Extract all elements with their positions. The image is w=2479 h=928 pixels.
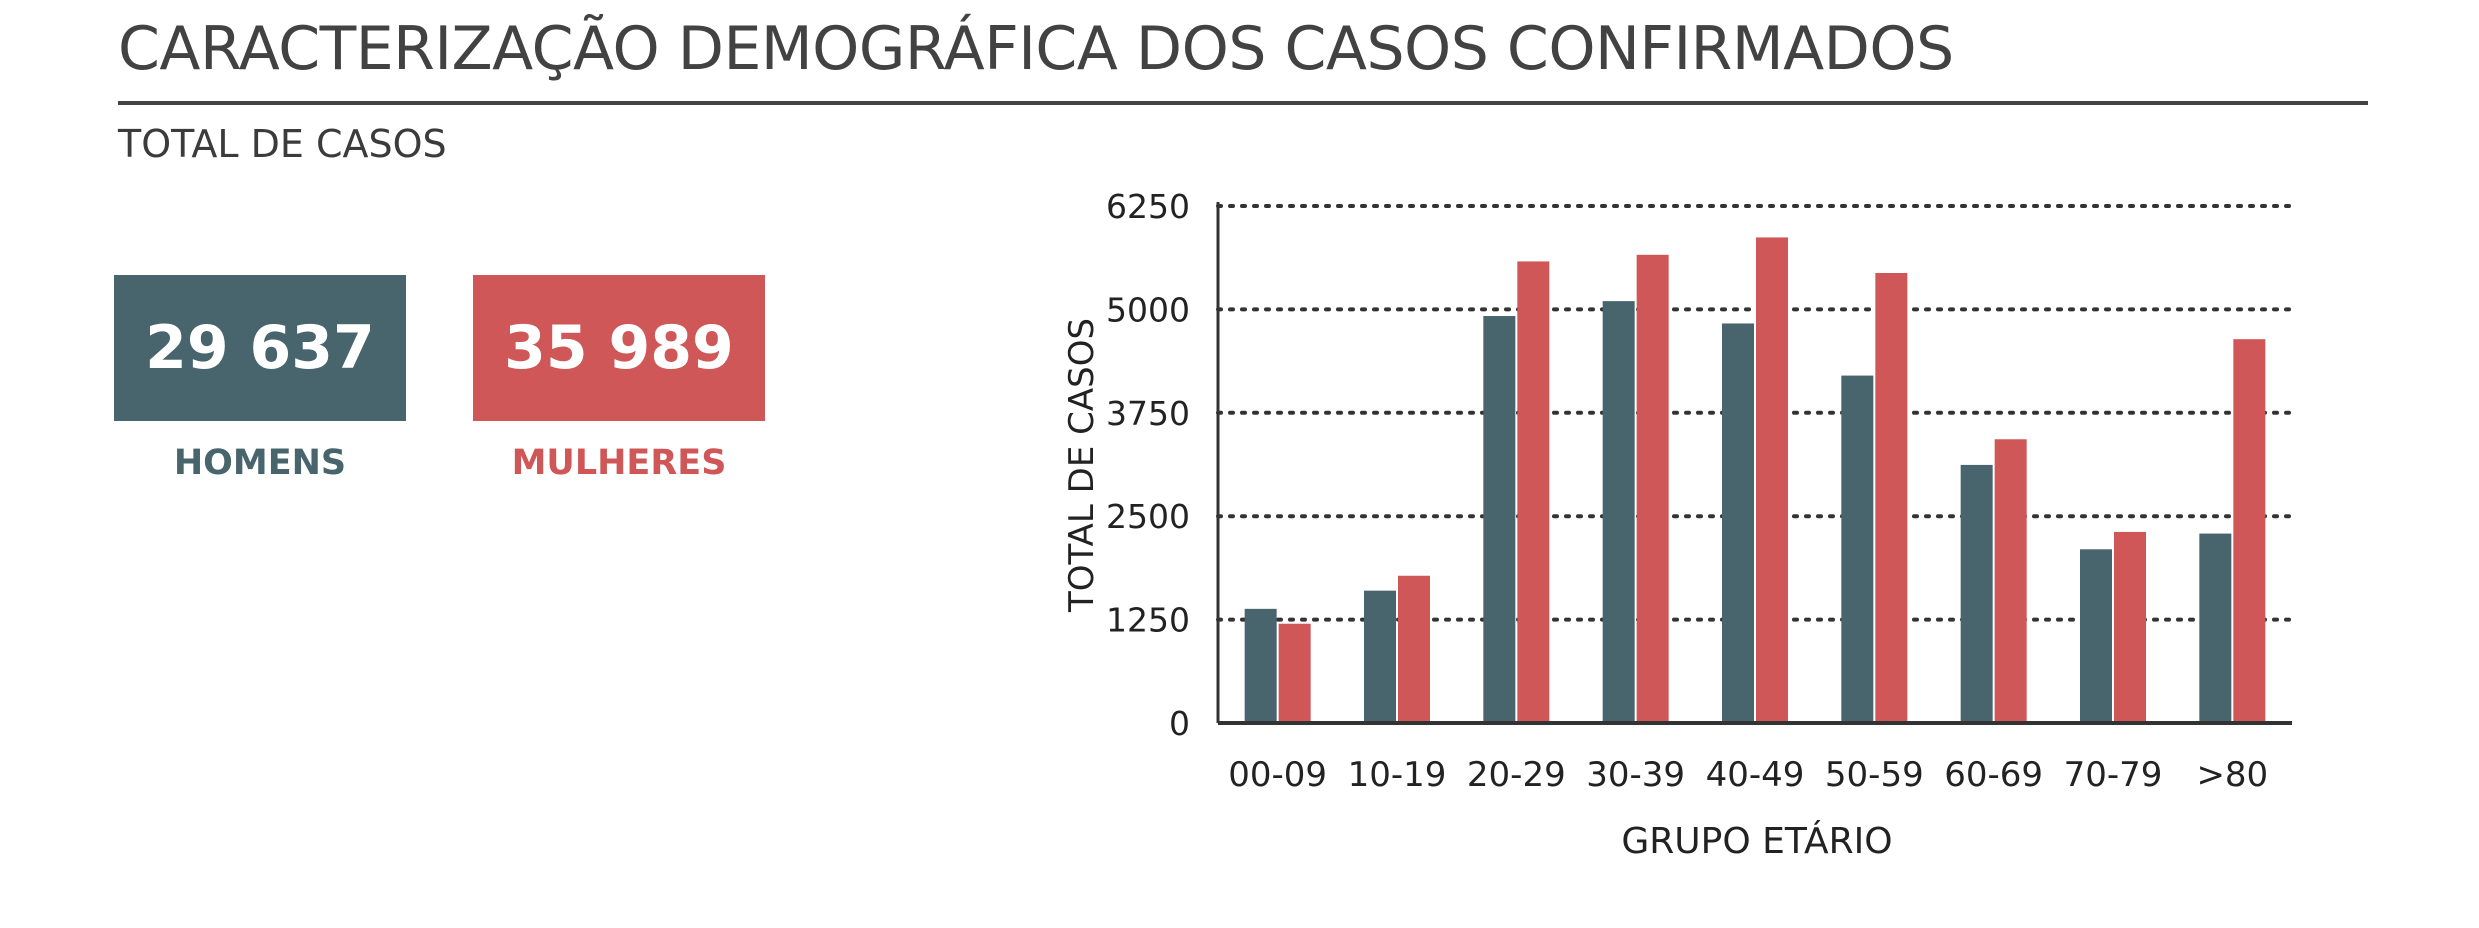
- bar: [1841, 375, 1874, 723]
- bar: [1960, 464, 1993, 723]
- men-total-value: 29 637: [145, 313, 375, 383]
- bar: [1994, 439, 2027, 723]
- bar: [1398, 575, 1430, 723]
- women-total-value: 35 989: [504, 313, 734, 383]
- x-tick-label: 40-49: [1706, 755, 1805, 795]
- x-tick-label: >80: [2196, 755, 2268, 795]
- bar: [1722, 323, 1754, 723]
- x-tick-label: 50-59: [1825, 755, 1924, 795]
- title-divider: [118, 101, 2368, 105]
- women-total-label: MULHERES: [511, 443, 727, 483]
- y-tick-label: 6250: [1106, 187, 1190, 226]
- page-title: CARACTERIZAÇÃO DEMOGRÁFICA DOS CASOS CON…: [118, 14, 1954, 84]
- bar: [1278, 623, 1311, 723]
- bar: [1636, 254, 1669, 723]
- y-tick-label: 2500: [1106, 497, 1190, 536]
- y-axis-title: TOTAL DE CASOS: [1062, 318, 1102, 613]
- x-tick-label: 70-79: [2064, 755, 2163, 795]
- bar: [2114, 531, 2146, 723]
- bar: [1364, 590, 1396, 723]
- bar: [2233, 339, 2266, 723]
- x-axis-title: GRUPO ETÁRIO: [1621, 820, 1892, 862]
- bar: [2199, 533, 2232, 723]
- y-tick-label: 1250: [1106, 601, 1190, 640]
- men-total-label: HOMENS: [173, 443, 347, 483]
- x-tick-label: 00-09: [1228, 755, 1327, 795]
- y-tick-label: 5000: [1106, 290, 1190, 329]
- bar: [1483, 316, 1516, 723]
- section-subtitle: TOTAL DE CASOS: [118, 122, 447, 166]
- women-total-card: 35 989: [473, 275, 765, 421]
- x-tick-label: 10-19: [1348, 755, 1447, 795]
- bar: [1602, 301, 1635, 723]
- x-tick-label: 30-39: [1586, 755, 1685, 795]
- men-total-card: 29 637: [114, 275, 406, 421]
- bar: [1244, 608, 1277, 723]
- bar: [1756, 237, 1788, 723]
- y-tick-label: 3750: [1106, 394, 1190, 433]
- y-tick-label: 0: [1169, 704, 1190, 743]
- x-tick-label: 20-29: [1467, 755, 1566, 795]
- bar: [2080, 549, 2112, 723]
- bar: [1875, 273, 1908, 723]
- x-tick-label: 60-69: [1944, 755, 2043, 795]
- bar: [1517, 261, 1550, 723]
